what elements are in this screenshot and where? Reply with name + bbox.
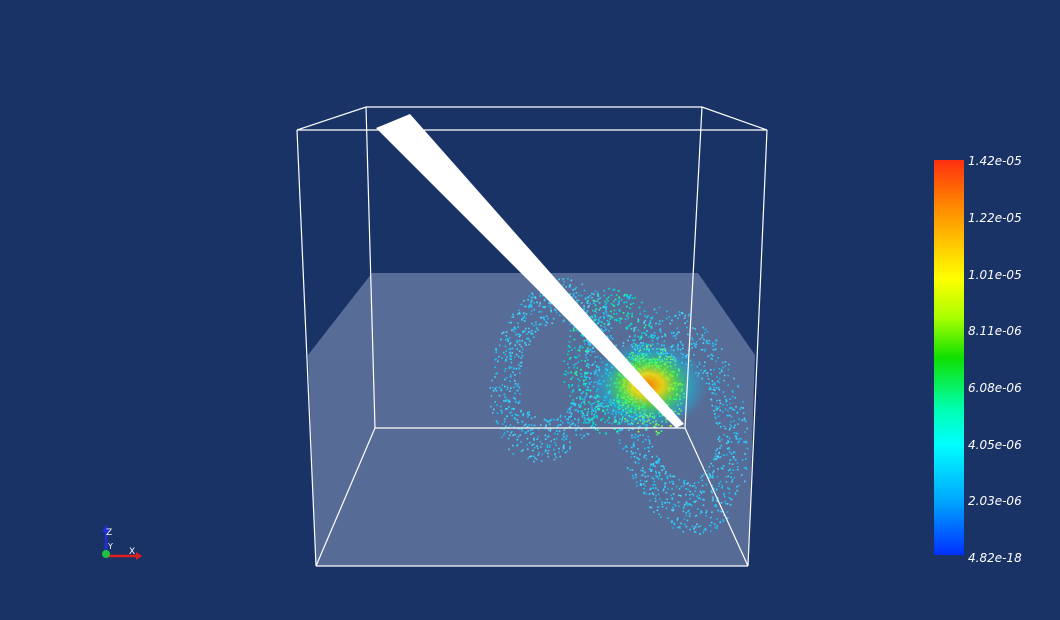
probe-slab <box>376 114 684 428</box>
orientation-axes-icon[interactable]: Z Y X <box>96 522 146 566</box>
axis-label-x: X <box>129 547 135 557</box>
legend-tick-label: 1.42e-05 <box>968 154 1022 168</box>
axis-label-y: Y <box>107 542 113 551</box>
legend-tick-label: 1.22e-05 <box>968 211 1022 225</box>
color-legend-bar <box>934 160 964 555</box>
legend-tick-label: 6.08e-06 <box>968 381 1022 395</box>
axis-label-z: Z <box>106 528 112 538</box>
legend-tick-label: 4.05e-06 <box>968 438 1022 452</box>
outline-box <box>296 106 768 567</box>
legend-tick-label: 8.11e-06 <box>968 324 1022 338</box>
legend-tick-label: 2.03e-06 <box>968 494 1022 508</box>
legend-tick-label: 1.01e-05 <box>968 268 1022 282</box>
legend-tick-label: 4.82e-18 <box>968 551 1022 565</box>
